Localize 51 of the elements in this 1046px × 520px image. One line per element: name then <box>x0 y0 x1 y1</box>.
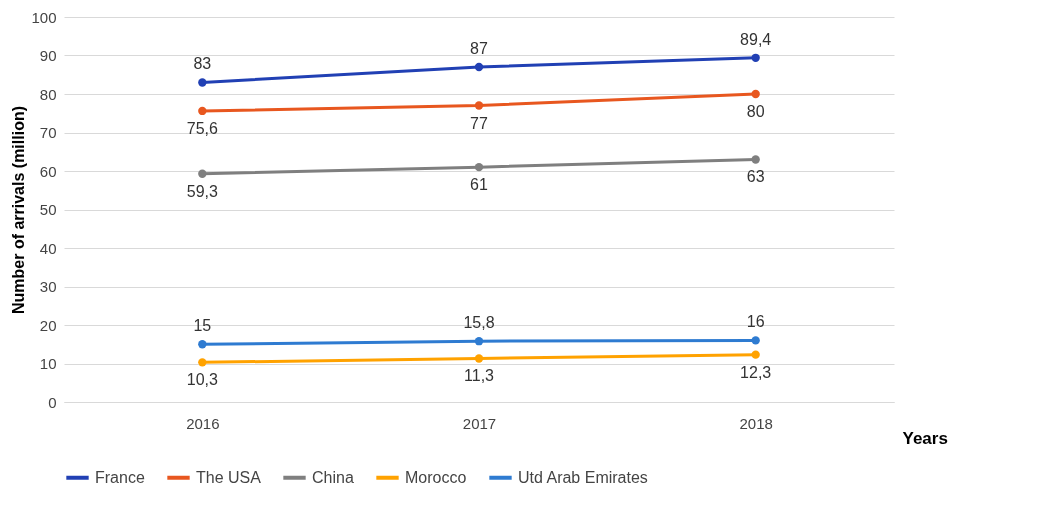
legend-label: France <box>95 468 145 486</box>
y-tick-label: 0 <box>48 393 57 411</box>
data-label: 63 <box>746 168 765 186</box>
y-tick-label: 40 <box>39 239 57 257</box>
y-tick-label: 100 <box>31 8 57 26</box>
y-axis-title: Number of arrivals (million) <box>10 105 28 315</box>
data-label: 16 <box>746 313 765 331</box>
data-label: 87 <box>470 40 488 58</box>
point <box>474 62 484 72</box>
x-tick-label: 2017 <box>462 414 497 432</box>
point <box>751 350 760 359</box>
legend-label: Utd Arab Emirates <box>518 468 648 486</box>
data-label: 89,4 <box>740 30 772 48</box>
y-tick-label: 30 <box>39 278 57 295</box>
point <box>751 155 760 164</box>
y-tick-label: 50 <box>39 201 57 218</box>
data-label: 15,8 <box>463 314 495 332</box>
legend-label: Morocco <box>405 468 467 486</box>
data-label: 10,3 <box>186 371 219 389</box>
y-tick-label: 80 <box>39 85 57 103</box>
data-label: 11,3 <box>464 367 495 385</box>
x-axis-title: Years <box>902 428 948 448</box>
point <box>474 162 484 172</box>
y-tick-label: 70 <box>39 124 57 141</box>
point <box>198 106 207 116</box>
data-label: 80 <box>746 103 765 120</box>
point <box>751 89 760 99</box>
point <box>198 340 207 349</box>
point <box>474 337 484 346</box>
point <box>751 53 760 62</box>
data-label: 15 <box>193 317 212 335</box>
data-label: 83 <box>193 55 212 73</box>
y-tick-label: 20 <box>39 316 57 334</box>
point <box>198 78 207 87</box>
data-label: 77 <box>470 114 488 132</box>
data-label: 59,3 <box>186 182 219 200</box>
y-tick-label: 10 <box>39 355 57 372</box>
point <box>751 336 760 345</box>
y-tick-label: 60 <box>39 162 57 180</box>
data-label: 61 <box>470 176 488 194</box>
point <box>198 169 207 178</box>
legend-label: The USA <box>196 468 262 486</box>
y-tick-label: 90 <box>39 47 57 64</box>
point <box>474 354 484 363</box>
data-label: 75,6 <box>186 119 219 137</box>
point <box>198 358 207 367</box>
point <box>474 101 484 110</box>
x-tick-label: 2016 <box>186 414 220 432</box>
data-label: 12,3 <box>740 363 772 381</box>
legend-label: China <box>312 468 354 486</box>
x-tick-label: 2018 <box>739 414 773 432</box>
